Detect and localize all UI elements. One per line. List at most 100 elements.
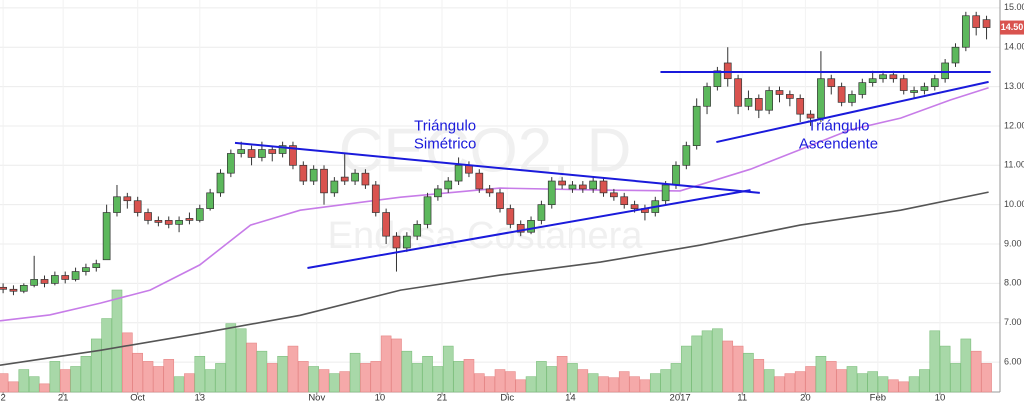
volume-bar [898, 381, 910, 393]
candle-body [578, 184, 587, 190]
volume-bar [163, 359, 175, 393]
volume-bar [929, 330, 941, 393]
y-tick-label: 14.00 [1004, 42, 1024, 52]
candle-body [703, 86, 711, 107]
y-tick-label: 9.00 [1004, 238, 1022, 248]
last-price-label: 14.50 [1001, 22, 1024, 32]
candle-body [413, 223, 422, 237]
candle-body [123, 196, 132, 202]
x-tick-label: 2017 [670, 393, 691, 403]
volume-bar [246, 342, 257, 393]
candle-body [817, 78, 825, 119]
volume-bar [28, 376, 40, 393]
x-tick-label: Oct [130, 393, 145, 403]
volume-bar [266, 363, 278, 393]
candle-body [92, 263, 101, 268]
y-tick-label: 11.00 [1004, 160, 1024, 170]
volume-bar [939, 345, 951, 393]
candle-body [113, 196, 121, 213]
candle-body [30, 279, 39, 286]
candle-body [827, 78, 836, 87]
volume-bar [463, 359, 475, 393]
volume-bar [235, 328, 247, 393]
volume-bar [525, 376, 537, 393]
volume-bar [0, 373, 9, 393]
volume-bar [908, 376, 920, 393]
candle-body [19, 284, 28, 292]
y-tick-label: 7.00 [1004, 317, 1022, 327]
trend-line [234, 141, 760, 194]
y-tick-label: 13.00 [1004, 81, 1024, 91]
volume-bar [277, 355, 288, 393]
candle-body [879, 74, 887, 80]
moving-average [0, 191, 989, 366]
x-tick-label: 2 [0, 393, 5, 403]
candle-body [299, 164, 308, 182]
candle-body [620, 196, 629, 206]
volume-bar [349, 352, 361, 393]
annotation: Triángulo [808, 118, 870, 135]
candle-body [82, 267, 90, 272]
candle-body [216, 172, 225, 194]
volume-bar [877, 376, 889, 393]
volume-bar [432, 366, 444, 393]
volume-bar [142, 361, 154, 393]
volume-bar [794, 371, 806, 393]
candle-body [858, 82, 867, 95]
x-tick-label: 13 [195, 393, 206, 403]
volume-bar [111, 289, 123, 393]
candle-body [610, 192, 618, 198]
candle-body [516, 223, 525, 233]
candle-body [744, 98, 753, 107]
candle-body [185, 218, 194, 221]
candle-body [961, 15, 970, 48]
candle-body [258, 149, 266, 158]
volume-bar [784, 373, 796, 393]
volume-bar [173, 376, 185, 393]
volume-bar [256, 350, 268, 393]
y-tick-label: 12.00 [1004, 120, 1024, 130]
candle-body [506, 208, 515, 225]
last-price-tag [1000, 20, 1024, 35]
candle-body [102, 212, 111, 261]
volume-bar [970, 350, 982, 393]
volume-bar [691, 335, 702, 393]
volume-bar [153, 366, 164, 393]
volume-bar [867, 371, 878, 393]
candle-body [796, 98, 805, 115]
candle-body [154, 220, 163, 223]
candle-body [786, 94, 794, 99]
volume-bar [763, 369, 775, 393]
candle-body [682, 145, 691, 166]
candle-body [527, 220, 535, 233]
candle-body [972, 15, 981, 28]
candle-body [9, 288, 18, 292]
trend-line [307, 189, 751, 270]
candle-body [361, 172, 370, 186]
volume-bar [318, 369, 330, 393]
candle-body [930, 78, 939, 87]
volume-bar [194, 355, 206, 393]
candle-body [392, 235, 401, 249]
candle-body [465, 164, 473, 174]
moving-average [0, 87, 989, 322]
y-tick-label: 8.00 [1004, 278, 1022, 288]
candle-body [713, 70, 722, 87]
volume-bar [18, 369, 30, 393]
candle-body [444, 180, 453, 190]
volume-bar [836, 369, 847, 393]
annotation: Ascendente [799, 136, 878, 153]
volume-bar [960, 338, 972, 393]
candle-body [351, 172, 359, 182]
volume-bar [753, 359, 765, 393]
candle-body [951, 46, 960, 64]
candle-body [268, 149, 277, 154]
candle-body [568, 184, 577, 190]
volume-bar [308, 366, 319, 393]
candle-body [941, 62, 949, 80]
volume-bar [329, 373, 340, 393]
candle-body [475, 172, 484, 190]
candle-body [71, 271, 80, 280]
